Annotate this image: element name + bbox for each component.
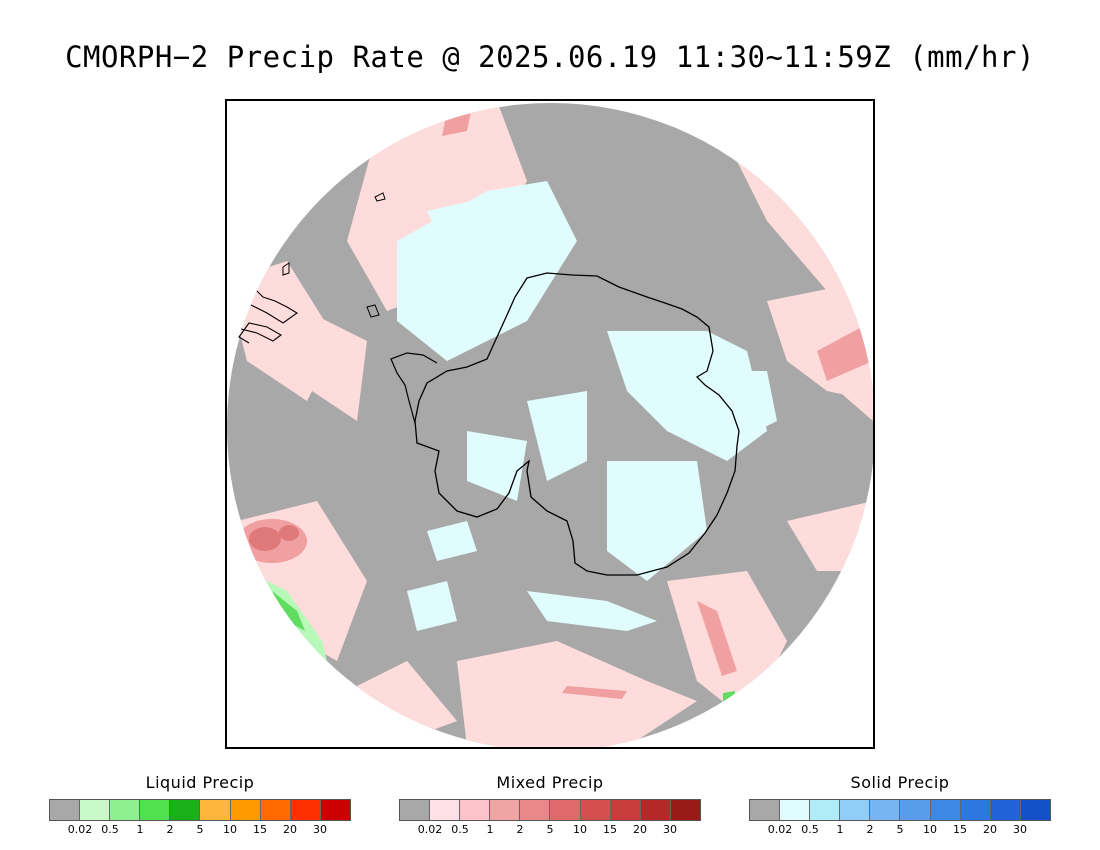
legend-tick-label: 2 xyxy=(866,823,874,836)
legend-swatch xyxy=(430,800,461,820)
antarctic-peninsula xyxy=(390,352,438,424)
legend-tick-label: 0.02 xyxy=(417,823,443,836)
legend-tick-label: 10 xyxy=(923,823,937,836)
legend-swatch xyxy=(610,800,641,820)
legend-tick-label: 0.02 xyxy=(767,823,793,836)
legend-tick-label: 15 xyxy=(253,823,267,836)
legend-mixed-precip: Mixed Precip 0.02 0.5 1 2 5 10 15 20 30 xyxy=(399,770,701,840)
color-scale xyxy=(399,799,701,821)
legend-swatch xyxy=(900,800,931,820)
map-panel[interactable] xyxy=(225,99,875,749)
legend-swatch xyxy=(170,800,201,820)
legend-title: Liquid Precip xyxy=(145,773,255,792)
color-scale xyxy=(749,799,1051,821)
legend-tick-label: 10 xyxy=(223,823,237,836)
legend-solid-precip: Solid Precip 0.02 0.5 1 2 5 10 15 20 30 xyxy=(749,770,1051,840)
legend-swatch xyxy=(140,800,171,820)
legend-swatch xyxy=(110,800,141,820)
legend-liquid-precip: Liquid Precip 0.02 0.5 1 2 5 10 15 20 30 xyxy=(49,770,351,840)
legend-tick-label: 2 xyxy=(516,823,524,836)
legend-swatch xyxy=(520,800,551,820)
legend-tick-label: 0.5 xyxy=(101,823,119,836)
legend-swatch xyxy=(670,800,700,820)
legend-swatch xyxy=(640,800,671,820)
legend-swatch xyxy=(750,800,781,820)
legend-swatch xyxy=(400,800,431,820)
legend-tick-label: 20 xyxy=(983,823,997,836)
legend-tick-label: 20 xyxy=(633,823,647,836)
legend-swatch xyxy=(580,800,611,820)
legend-swatch xyxy=(490,800,521,820)
legend-swatch xyxy=(960,800,991,820)
legend-tick-label: 15 xyxy=(953,823,967,836)
precip-map[interactable] xyxy=(227,101,873,747)
legend-title: Mixed Precip xyxy=(496,773,604,792)
islands xyxy=(282,192,386,318)
legend-tick-label: 5 xyxy=(896,823,904,836)
legend-tick-label: 0.5 xyxy=(801,823,819,836)
legend-swatch xyxy=(230,800,261,820)
legend-tick-label: 1 xyxy=(836,823,844,836)
legend-swatch xyxy=(930,800,961,820)
page-title: CMORPH−2 Precip Rate @ 2025.06.19 11:30~… xyxy=(65,40,1035,74)
legend-tick-label: 0.02 xyxy=(67,823,93,836)
legend-tick-label: 30 xyxy=(313,823,327,836)
legend-title: Solid Precip xyxy=(850,773,950,792)
legend-swatch xyxy=(290,800,321,820)
legend-tick-label: 0.5 xyxy=(451,823,469,836)
color-scale xyxy=(49,799,351,821)
legend-tick-label: 20 xyxy=(283,823,297,836)
south-america-coastline xyxy=(238,290,299,344)
legend-tick-label: 2 xyxy=(166,823,174,836)
legend-swatch xyxy=(80,800,111,820)
legend-tick-label: 15 xyxy=(603,823,617,836)
legend-swatch xyxy=(460,800,491,820)
legend-swatch xyxy=(200,800,231,820)
antarctica-coastline xyxy=(414,272,740,576)
legend-tick-label: 5 xyxy=(546,823,554,836)
legend-swatch xyxy=(1020,800,1050,820)
solid-precip-areas xyxy=(397,181,777,631)
legend-swatch xyxy=(810,800,841,820)
legend-tick-label: 1 xyxy=(136,823,144,836)
legend-swatch xyxy=(840,800,871,820)
legend-swatch xyxy=(320,800,350,820)
mixed-precip-peak xyxy=(249,525,299,551)
legend-tick-label: 10 xyxy=(573,823,587,836)
legend-swatch xyxy=(550,800,581,820)
legend-swatch xyxy=(50,800,81,820)
legend-swatch xyxy=(780,800,811,820)
legend-swatch xyxy=(990,800,1021,820)
legend-tick-label: 1 xyxy=(486,823,494,836)
legend-swatch xyxy=(260,800,291,820)
legend-swatch xyxy=(870,800,901,820)
legend-tick-label: 30 xyxy=(663,823,677,836)
legend-tick-label: 30 xyxy=(1013,823,1027,836)
legend-tick-label: 5 xyxy=(196,823,204,836)
